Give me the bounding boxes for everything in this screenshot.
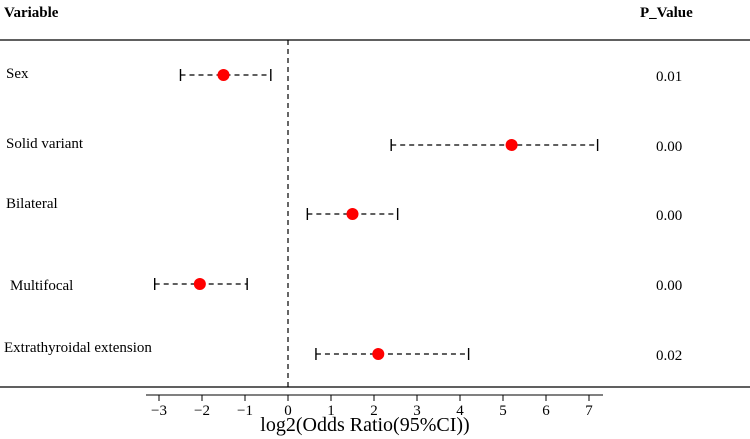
forest-row: Solid variant 0.00	[6, 136, 682, 155]
x-tick-label: −1	[237, 403, 253, 419]
x-tick-label: 2	[370, 403, 378, 419]
x-axis-ticks: −3 −2 −1 0 1 2 3 4 5 6 7	[151, 395, 593, 419]
x-tick-label: 5	[499, 403, 507, 419]
row-variable-label: Solid variant	[6, 136, 84, 152]
row-p-value: 0.02	[656, 348, 682, 364]
x-axis-title: log2(Odds Ratio(95%CI))	[260, 414, 469, 436]
x-tick-label: 3	[413, 403, 421, 419]
row-variable-label: Extrathyroidal extension	[4, 340, 152, 356]
forest-row: Sex 0.01	[6, 66, 682, 85]
x-tick-label: 0	[284, 403, 292, 419]
estimate-point	[193, 278, 206, 290]
estimate-point	[217, 69, 230, 81]
row-p-value: 0.01	[656, 69, 682, 85]
row-p-value: 0.00	[656, 278, 682, 294]
header-p-value: P_Value	[640, 5, 693, 21]
forest-row: Multifocal 0.00	[10, 278, 682, 294]
x-tick-label: 1	[327, 403, 335, 419]
estimate-point	[505, 139, 518, 151]
row-p-value: 0.00	[656, 139, 682, 155]
estimate-point	[372, 348, 385, 360]
row-variable-label: Sex	[6, 66, 29, 82]
forest-row: Extrathyroidal extension 0.02	[4, 340, 682, 364]
x-tick-label: −2	[194, 403, 210, 419]
x-tick-label: 6	[542, 403, 550, 419]
x-tick-label: 4	[456, 403, 464, 419]
header-variable: Variable	[4, 5, 59, 21]
row-variable-label: Multifocal	[10, 278, 73, 294]
forest-row: Bilateral 0.00	[6, 196, 682, 224]
row-variable-label: Bilateral	[6, 196, 58, 212]
estimate-point	[346, 208, 359, 220]
x-tick-label: −3	[151, 403, 167, 419]
x-tick-label: 7	[585, 403, 593, 419]
row-p-value: 0.00	[656, 208, 682, 224]
